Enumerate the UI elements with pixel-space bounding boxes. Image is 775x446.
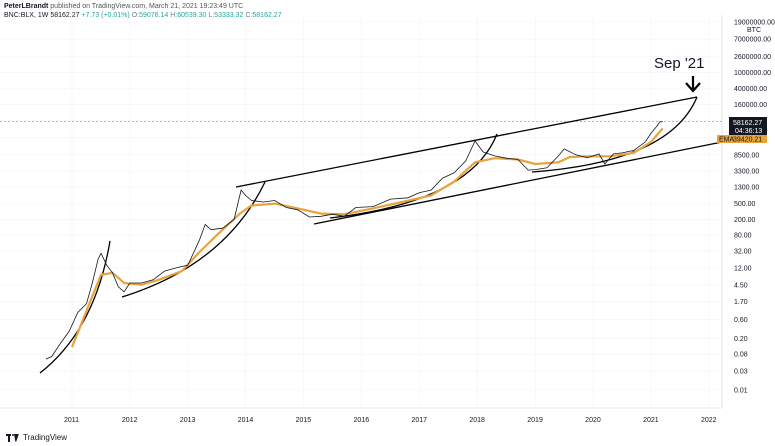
y-tick-label: 1300.00: [734, 185, 759, 192]
x-tick-label: 2018: [469, 417, 485, 424]
y-tick-label: 12.00: [734, 265, 752, 272]
symbol-name[interactable]: BNC:BLX, 1W: [4, 12, 49, 19]
y-tick-label: 0.03: [734, 369, 748, 376]
sep21-annotation: Sep '21: [654, 55, 704, 72]
y-tick-label: 80.00: [734, 233, 752, 240]
y-axis: 19000000.00 7000000.00 2600000.00 1000000.0…: [721, 15, 775, 408]
open-value: 59076.14: [139, 12, 169, 19]
upper-channel-line: [235, 96, 698, 188]
parabola-2021: [531, 96, 698, 173]
price-badge: 58162.27 04:36:13: [729, 117, 767, 135]
ema-badge-value: 39420.21: [733, 137, 762, 144]
grid-lines: [0, 15, 722, 408]
y-tick-label: 200.00: [734, 217, 756, 224]
y-tick-label: 19000000.00: [734, 20, 775, 27]
parabola-2017: [329, 133, 498, 219]
x-tick-label: 2015: [296, 417, 312, 424]
last-price: 58162.27: [50, 12, 80, 19]
y-tick-label: 0.60: [734, 317, 748, 324]
ema-badge: EMA 39420.21: [717, 135, 767, 144]
price-badge-countdown: 04:36:13: [735, 128, 762, 135]
symbol-legend: BNC:BLX, 1W 58162.27 +7.73 (+0.01%) O:59…: [4, 12, 282, 19]
tradingview-logo-icon: [6, 433, 19, 442]
x-tick-label: 2013: [180, 417, 196, 424]
y-tick-label: 1000000.00: [734, 70, 771, 77]
publisher-name[interactable]: PeterLBrandt: [4, 3, 49, 10]
y-tick-label: 3300.00: [734, 169, 759, 176]
x-tick-label: 2020: [585, 417, 601, 424]
parabola-2013: [121, 181, 266, 298]
y-tick-label: 32.00: [734, 248, 752, 255]
y-tick-label: 500.00: [734, 201, 756, 208]
x-tick-label: 2021: [643, 417, 659, 424]
y-tick-label: 7000000.00: [734, 37, 771, 44]
x-tick-label: 2017: [411, 417, 427, 424]
price-change: +7.73 (+0.01%): [81, 12, 130, 19]
price-badge-value: 58162.27: [733, 120, 762, 127]
down-arrow-icon: [685, 76, 701, 93]
tradingview-footer[interactable]: TradingView: [6, 433, 67, 442]
ema-line: [70, 127, 664, 348]
y-tick-label: 0.01: [734, 388, 748, 395]
y-tick-label: 160000.00: [734, 102, 767, 109]
x-tick-label: 2016: [354, 417, 370, 424]
y-tick-label: 2600000.00: [734, 54, 771, 61]
parabola-2011: [39, 240, 111, 374]
ema-badge-label: EMA: [719, 137, 735, 144]
y-tick-label: 0.20: [734, 336, 748, 343]
publish-date: published on TradingView.com, March 21, …: [48, 3, 244, 10]
y-tick-label: 1.70: [734, 299, 748, 306]
publish-info: PeterLBrandt published on TradingView.co…: [4, 2, 243, 11]
y-tick-label: 400000.00: [734, 86, 767, 93]
close-value: 58162.27: [252, 12, 282, 19]
x-tick-label: 2011: [64, 417, 79, 424]
x-tick-label: 2014: [238, 417, 254, 424]
y-tick-label: 4.50: [734, 282, 748, 289]
y-tick-label: 8500.00: [734, 152, 759, 159]
x-tick-label: 2019: [527, 417, 543, 424]
x-axis: 2011 2012 2013 2014 2015 2016 2017 2018 2019 2020…: [0, 407, 722, 424]
x-tick-label: 2022: [701, 417, 717, 424]
y-axis-unit: BTC: [747, 27, 761, 34]
tradingview-brand: TradingView: [23, 433, 68, 442]
y-tick-label: 0.08: [734, 352, 748, 359]
lower-channel-line: [313, 140, 728, 225]
high-value: 60539.30: [177, 12, 207, 19]
price-line: [45, 121, 663, 360]
low-value: 53333.32: [214, 12, 244, 19]
x-tick-label: 2012: [122, 417, 138, 424]
